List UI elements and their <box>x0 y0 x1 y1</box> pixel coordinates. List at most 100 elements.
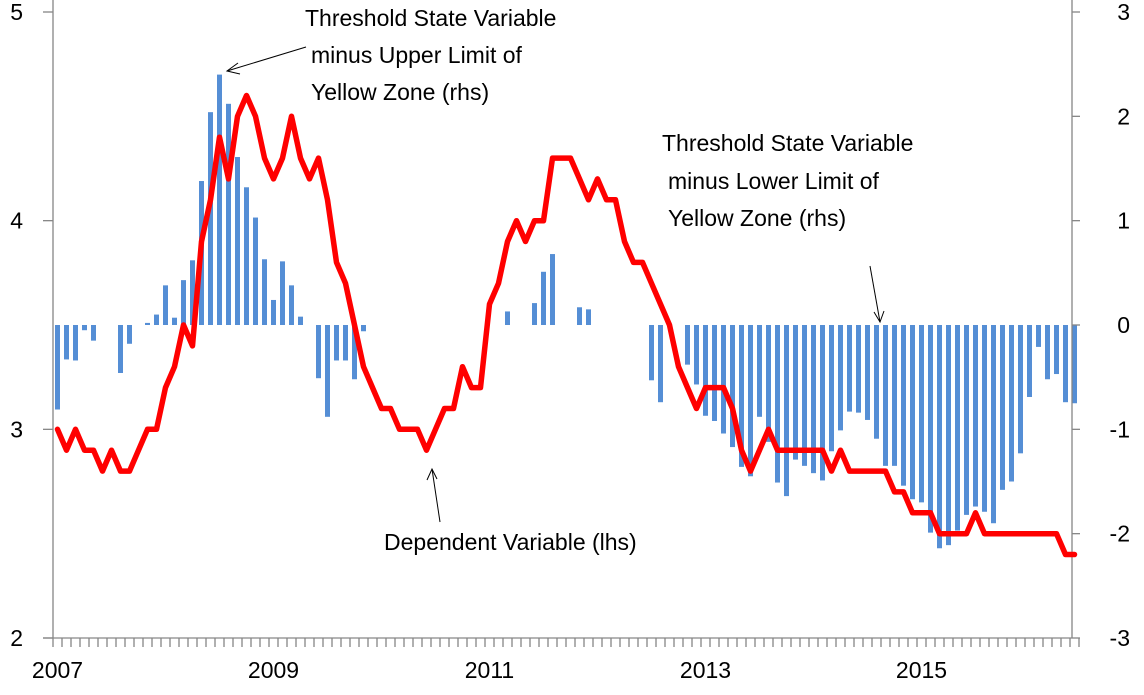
bar <box>730 325 735 448</box>
right-y-tick-label: 2 <box>1117 103 1130 129</box>
bar <box>892 325 897 466</box>
x-tick-label: 2009 <box>248 657 299 683</box>
bar <box>865 325 870 420</box>
bar <box>856 325 861 413</box>
bar <box>649 325 654 381</box>
bar <box>748 325 753 477</box>
bar <box>316 325 321 379</box>
left-y-tick-label: 4 <box>10 208 23 234</box>
bar <box>118 325 123 373</box>
bar <box>829 325 834 452</box>
annotation-upper-line-2: minus Upper Limit of <box>311 42 523 68</box>
bar <box>64 325 69 360</box>
right-y-tick-label: -2 <box>1110 521 1130 547</box>
bar <box>325 325 330 417</box>
bar <box>343 325 348 361</box>
bar <box>820 325 825 481</box>
bar <box>847 325 852 412</box>
bar <box>946 325 951 546</box>
bar-series <box>55 74 1077 549</box>
right-y-tick-label: 0 <box>1117 312 1130 338</box>
annotation-dependent-arrowhead <box>426 467 438 481</box>
annotation-upper-arrow <box>226 46 307 72</box>
bar <box>190 260 195 325</box>
bar <box>757 325 762 417</box>
bar <box>244 187 249 325</box>
bar <box>181 280 186 325</box>
annotation-lower-line-1: Threshold State Variable <box>662 130 913 156</box>
bar <box>217 74 222 325</box>
bar <box>1018 325 1023 454</box>
right-y-tick-label: 3 <box>1117 0 1130 25</box>
annotation-upper-arrowhead <box>225 62 241 75</box>
annotation-upper: Threshold State Variable minus Upper Lim… <box>225 5 556 105</box>
bar <box>1009 325 1014 482</box>
bar <box>154 314 159 325</box>
bar <box>838 325 843 431</box>
bar <box>703 325 708 416</box>
annotation-lower: Threshold State Variable minus Lower Lim… <box>662 130 913 324</box>
right-y-tick-label: -1 <box>1110 416 1130 442</box>
bar <box>685 325 690 365</box>
dependent-variable-line <box>54 92 1078 558</box>
bar <box>874 325 879 439</box>
annotation-lower-line-3: Yellow Zone (rhs) <box>668 205 846 231</box>
annotation-lower-arrowhead <box>873 310 885 324</box>
bar <box>919 325 924 503</box>
bar <box>532 303 537 325</box>
bar <box>226 103 231 326</box>
bar <box>253 217 258 325</box>
bar <box>721 325 726 434</box>
bar <box>991 325 996 524</box>
bar <box>982 325 987 512</box>
bar <box>964 325 969 515</box>
x-tick-label: 2013 <box>680 657 731 683</box>
bar <box>208 112 213 325</box>
left-y-tick-label: 2 <box>10 625 23 651</box>
bar <box>910 325 915 500</box>
bar <box>928 325 933 533</box>
bar <box>91 325 96 341</box>
annotation-upper-line-3: Yellow Zone (rhs) <box>311 79 489 105</box>
bar <box>973 325 978 507</box>
bar <box>775 325 780 483</box>
bar <box>352 325 357 380</box>
annotation-upper-line-1: Threshold State Variable <box>305 5 556 31</box>
bar <box>739 325 744 467</box>
left-y-tick-label: 5 <box>10 0 23 25</box>
bar <box>793 325 798 460</box>
ticks: 2007 2009 2011 2013 2015 5 4 3 2 3 2 1 0 -1 -2 -3 <box>10 0 1130 683</box>
bar <box>334 325 339 361</box>
annotation-dependent-text: Dependent Variable (lhs) <box>384 529 637 555</box>
bar <box>586 309 591 325</box>
bar <box>937 325 942 549</box>
bar <box>163 285 168 325</box>
bar <box>541 271 546 325</box>
x-tick-label: 2011 <box>465 657 514 683</box>
bar <box>172 317 177 325</box>
annotation-dependent: Dependent Variable (lhs) <box>384 467 637 555</box>
bar <box>1054 325 1059 375</box>
bar <box>1036 325 1041 347</box>
bar <box>766 325 771 442</box>
bar <box>802 325 807 466</box>
bar <box>73 325 78 361</box>
bar <box>577 307 582 325</box>
bar <box>280 261 285 325</box>
bar <box>955 325 960 531</box>
bar <box>235 157 240 325</box>
bar <box>361 325 366 332</box>
x-tick-label: 2015 <box>896 657 947 683</box>
annotation-lower-line-2: minus Lower Limit of <box>668 168 880 194</box>
bar <box>901 325 906 486</box>
bar <box>55 325 60 410</box>
bar <box>262 259 267 325</box>
bar <box>289 285 294 325</box>
bar <box>1063 325 1068 403</box>
bar <box>811 325 816 474</box>
bar <box>658 325 663 403</box>
right-y-tick-label: -3 <box>1110 625 1130 651</box>
bar <box>694 325 699 385</box>
bar <box>1027 325 1032 397</box>
